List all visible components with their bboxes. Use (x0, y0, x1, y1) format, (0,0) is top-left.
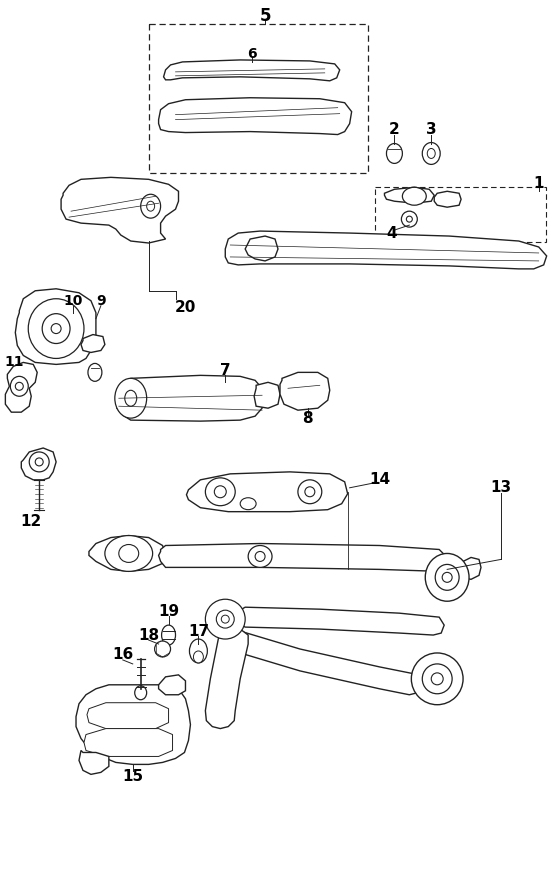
Text: 18: 18 (138, 628, 159, 642)
Ellipse shape (15, 383, 23, 391)
Ellipse shape (222, 615, 229, 624)
Ellipse shape (240, 498, 256, 509)
Ellipse shape (162, 625, 176, 645)
Polygon shape (225, 231, 547, 268)
Text: 17: 17 (188, 624, 209, 639)
Polygon shape (158, 543, 447, 572)
Text: 11: 11 (4, 355, 24, 369)
Text: 10: 10 (64, 293, 83, 308)
Ellipse shape (422, 664, 452, 694)
Polygon shape (236, 607, 444, 635)
Polygon shape (81, 334, 105, 352)
Ellipse shape (401, 211, 417, 227)
Polygon shape (205, 629, 248, 729)
Ellipse shape (248, 546, 272, 567)
Polygon shape (384, 187, 434, 203)
Polygon shape (76, 685, 190, 764)
Ellipse shape (205, 478, 235, 506)
Ellipse shape (298, 480, 322, 504)
Polygon shape (226, 625, 421, 695)
Ellipse shape (305, 487, 315, 497)
Text: 5: 5 (259, 7, 271, 25)
Polygon shape (6, 362, 37, 412)
Ellipse shape (115, 378, 147, 418)
Text: 19: 19 (158, 604, 179, 619)
Text: 12: 12 (21, 514, 42, 529)
Polygon shape (186, 472, 348, 512)
Ellipse shape (134, 686, 147, 699)
Ellipse shape (155, 641, 171, 657)
Ellipse shape (442, 573, 452, 582)
Text: 9: 9 (96, 293, 105, 308)
Text: 4: 4 (386, 226, 397, 241)
Polygon shape (21, 448, 56, 480)
Ellipse shape (402, 187, 426, 205)
Ellipse shape (435, 565, 459, 591)
Text: 1: 1 (533, 176, 544, 191)
Polygon shape (158, 675, 185, 695)
Ellipse shape (105, 535, 153, 572)
Polygon shape (84, 729, 172, 756)
Polygon shape (87, 703, 169, 729)
Ellipse shape (88, 363, 102, 381)
Ellipse shape (35, 458, 43, 466)
Polygon shape (434, 191, 461, 207)
Ellipse shape (51, 324, 61, 334)
Polygon shape (245, 236, 278, 261)
Ellipse shape (431, 673, 443, 685)
Polygon shape (280, 372, 330, 410)
Text: 13: 13 (490, 480, 512, 495)
Ellipse shape (406, 216, 412, 222)
Ellipse shape (29, 452, 49, 472)
Text: 16: 16 (112, 648, 133, 663)
Ellipse shape (422, 143, 440, 164)
Bar (374, 187, 546, 242)
Text: 3: 3 (426, 122, 436, 137)
Polygon shape (89, 535, 166, 572)
Ellipse shape (411, 653, 463, 705)
Ellipse shape (119, 544, 139, 563)
Ellipse shape (28, 299, 84, 359)
Ellipse shape (125, 391, 137, 406)
Polygon shape (459, 558, 481, 579)
Ellipse shape (427, 148, 435, 159)
Bar (148, 24, 368, 173)
Text: 2: 2 (389, 122, 400, 137)
Polygon shape (158, 98, 352, 135)
Ellipse shape (190, 639, 208, 663)
Text: 20: 20 (175, 301, 196, 315)
Polygon shape (254, 383, 280, 409)
Ellipse shape (425, 553, 469, 601)
Text: 8: 8 (302, 410, 313, 425)
Ellipse shape (194, 651, 203, 663)
Polygon shape (117, 376, 262, 421)
Ellipse shape (11, 376, 28, 396)
Polygon shape (163, 60, 340, 81)
Ellipse shape (141, 194, 161, 219)
Text: 15: 15 (122, 769, 143, 784)
Ellipse shape (387, 144, 402, 163)
Ellipse shape (255, 551, 265, 561)
Polygon shape (61, 178, 179, 243)
Polygon shape (79, 750, 109, 774)
Text: 6: 6 (247, 47, 257, 61)
Polygon shape (15, 289, 96, 365)
Ellipse shape (217, 610, 234, 628)
Text: 14: 14 (369, 473, 390, 487)
Ellipse shape (147, 202, 155, 211)
Ellipse shape (214, 486, 226, 498)
Ellipse shape (205, 599, 245, 639)
Text: 7: 7 (220, 363, 230, 378)
Ellipse shape (42, 314, 70, 343)
